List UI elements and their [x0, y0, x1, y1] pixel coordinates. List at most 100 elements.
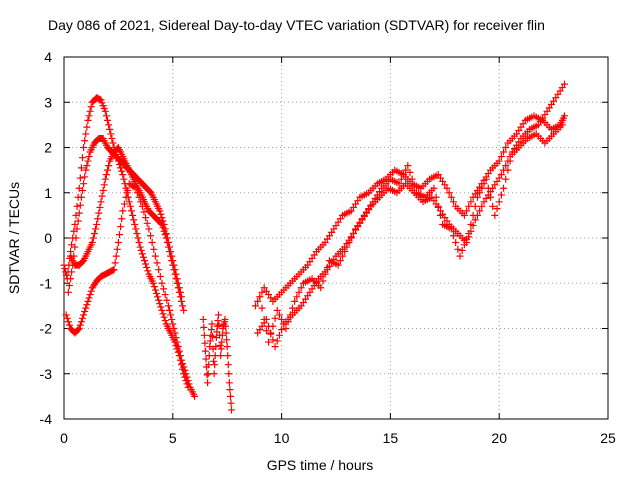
data-point	[155, 266, 163, 274]
data-point	[167, 311, 175, 319]
data-point	[112, 252, 120, 260]
data-point	[161, 291, 169, 299]
data-point	[212, 343, 220, 351]
data-point	[157, 219, 165, 227]
data-point	[347, 234, 355, 242]
data-point	[75, 325, 83, 332]
data-point	[251, 302, 259, 310]
data-point	[122, 193, 130, 201]
y-tick-label: 2	[44, 140, 52, 156]
data-point	[78, 154, 86, 162]
data-point	[497, 153, 505, 161]
data-point	[399, 171, 407, 179]
data-point	[154, 293, 162, 301]
data-point	[160, 313, 168, 321]
data-point	[345, 239, 353, 247]
data-point	[260, 315, 268, 323]
data-point	[126, 202, 134, 210]
y-tick-label: -1	[40, 275, 53, 291]
data-point	[156, 300, 164, 308]
data-point	[171, 270, 179, 278]
data-point	[135, 239, 143, 247]
data-point	[76, 321, 84, 329]
data-point	[452, 239, 460, 247]
data-point	[78, 186, 86, 194]
data-point	[166, 248, 174, 256]
x-tick-label: 15	[383, 430, 399, 446]
data-point	[500, 184, 508, 192]
data-point	[118, 215, 126, 223]
y-tick-label: 0	[44, 230, 52, 246]
data-point	[460, 241, 468, 249]
data-point	[77, 193, 85, 201]
data-point	[223, 336, 231, 344]
data-point	[101, 107, 109, 115]
data-point	[77, 164, 85, 172]
y-tick-label: -4	[40, 411, 53, 427]
data-point	[176, 352, 184, 360]
data-point	[76, 174, 84, 182]
data-point	[130, 216, 138, 224]
data-point	[108, 134, 116, 142]
data-point	[402, 166, 410, 174]
data-point	[78, 314, 86, 322]
y-tick-label: 3	[44, 94, 52, 110]
data-point	[87, 103, 95, 111]
data-point	[86, 107, 94, 115]
y-axis-label: SDTVAR / TECUs	[6, 181, 22, 295]
data-point	[271, 343, 279, 351]
data-point	[68, 268, 76, 276]
data-point	[282, 325, 290, 332]
data-point	[102, 171, 110, 179]
data-point	[430, 184, 438, 192]
y-tick-label: 4	[44, 49, 52, 65]
data-point	[170, 325, 178, 332]
data-point	[172, 334, 180, 342]
data-point	[158, 214, 166, 222]
data-point	[92, 225, 100, 233]
data-point	[456, 252, 464, 260]
data-point	[217, 352, 225, 360]
data-point	[171, 329, 179, 337]
x-tick-label: 25	[600, 430, 616, 446]
data-point	[80, 144, 88, 151]
data-point	[136, 243, 144, 251]
data-point	[157, 303, 165, 311]
data-point	[161, 317, 169, 325]
data-point	[493, 205, 501, 213]
data-point	[404, 162, 412, 170]
data-point	[100, 181, 108, 189]
data-point	[64, 318, 72, 326]
data-point	[138, 250, 146, 258]
data-point	[146, 232, 154, 240]
data-point	[173, 338, 181, 346]
data-point	[156, 207, 164, 215]
data-point	[225, 379, 233, 387]
x-tick-labels: 0 5 10 15 20 25	[60, 430, 616, 446]
data-point	[153, 259, 161, 267]
data-point	[110, 266, 118, 274]
data-point	[284, 318, 292, 326]
data-point	[62, 311, 70, 319]
data-point	[262, 327, 270, 335]
data-point	[113, 245, 121, 253]
data-point	[137, 246, 145, 254]
data-point	[463, 207, 471, 215]
data-point	[221, 315, 229, 323]
data-point	[144, 267, 152, 275]
data-point	[141, 257, 149, 265]
data-point	[163, 239, 171, 247]
data-point	[159, 224, 167, 232]
data-point	[75, 209, 83, 217]
data-point	[397, 175, 405, 183]
data-point	[215, 321, 223, 329]
data-point	[349, 229, 357, 237]
x-tick-label: 0	[60, 430, 68, 446]
data-point	[460, 211, 468, 219]
data-point	[317, 284, 325, 292]
data-point	[95, 209, 103, 217]
data-point	[120, 175, 128, 183]
data-point	[471, 202, 479, 210]
data-point	[182, 370, 190, 378]
data-point	[143, 263, 151, 271]
